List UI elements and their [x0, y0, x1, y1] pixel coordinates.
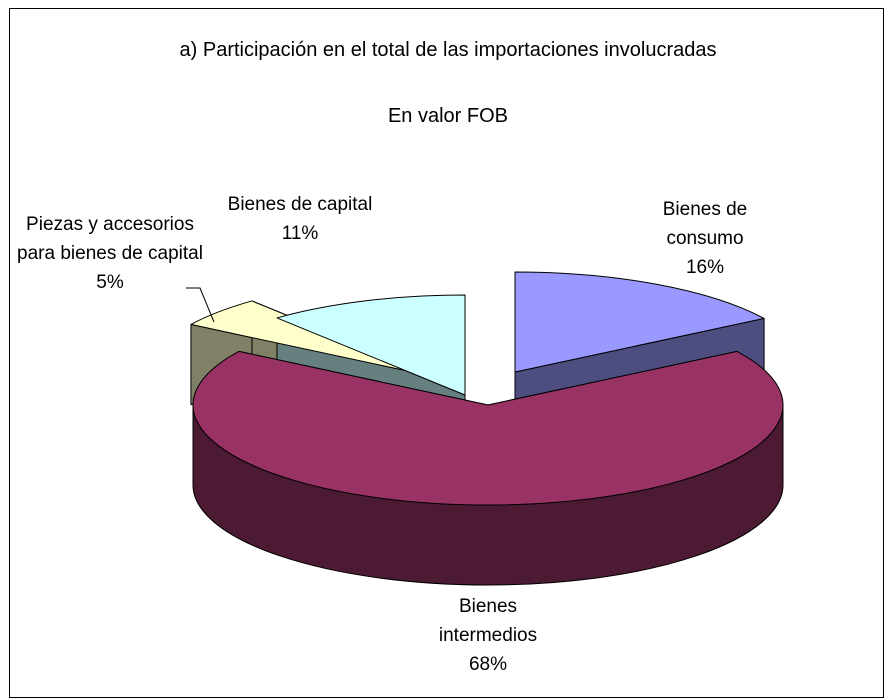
- value-label: 16%: [685, 257, 725, 278]
- data-label: Bienes de capital 11%: [225, 190, 375, 248]
- slice-top: [192, 350, 784, 506]
- data-label: Piezas y accesorios para bienes de capit…: [10, 210, 210, 297]
- category-label: Bienes intermedios: [438, 596, 538, 646]
- data-label: Bienes intermedios 68%: [408, 592, 568, 679]
- slice-top: [514, 271, 765, 373]
- chart-subtitle: En valor FOB: [387, 105, 509, 127]
- data-label: Bienes de consumo 16%: [635, 195, 775, 282]
- value-label: 11%: [281, 223, 319, 244]
- value-label: 5%: [96, 272, 124, 293]
- value-label: 68%: [468, 654, 508, 675]
- category-label: Piezas y accesorios para bienes de capit…: [17, 214, 203, 264]
- slice-top: [276, 294, 466, 396]
- category-label: Bienes de consumo: [662, 199, 748, 249]
- chart-title: a) Participación en el total de las impo…: [179, 39, 717, 61]
- category-label: Bienes de capital: [227, 194, 373, 215]
- leader-line: [186, 287, 215, 323]
